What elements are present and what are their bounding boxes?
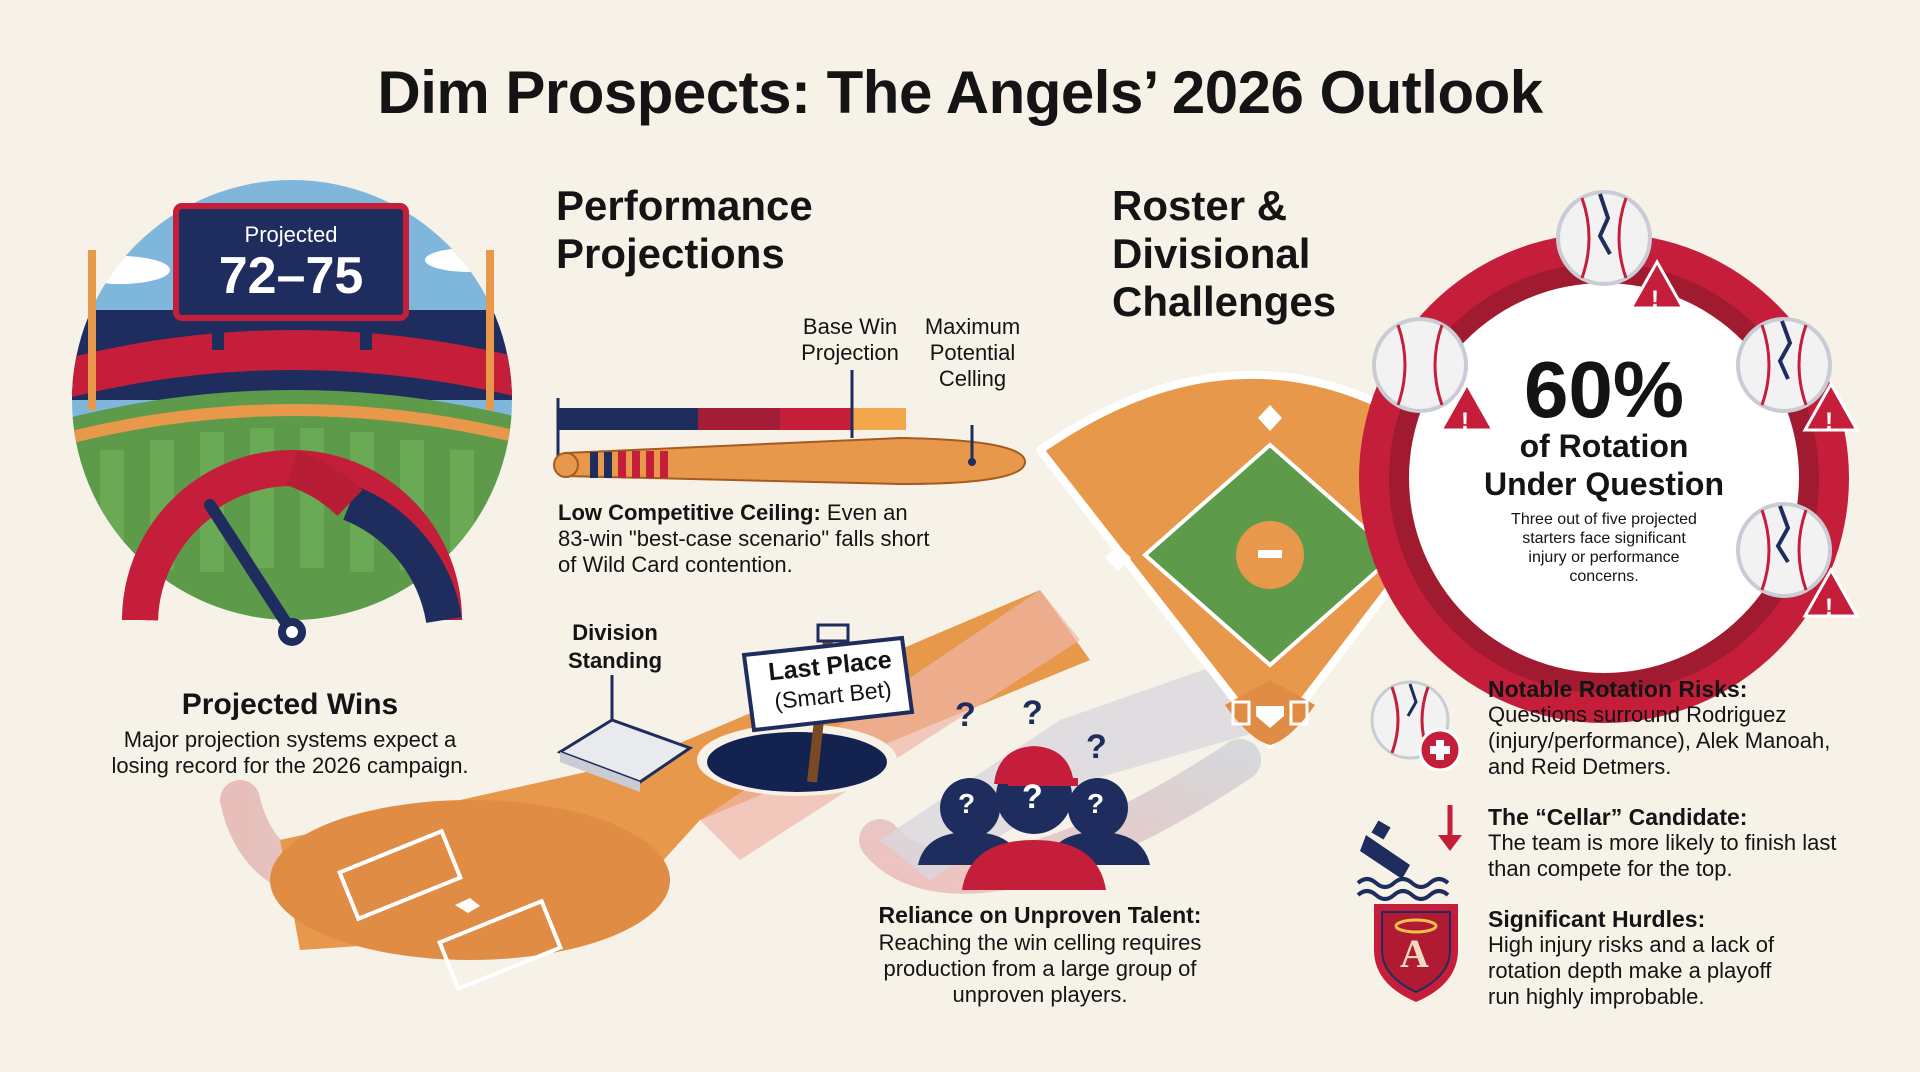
ceiling-line-3: of Wild Card contention. bbox=[558, 552, 793, 577]
division-label-line-1: Division bbox=[572, 620, 658, 645]
rotation-line-1: of Rotation bbox=[1519, 428, 1689, 464]
baseball-icon-1 bbox=[1556, 190, 1652, 286]
scoreboard-label: Projected bbox=[244, 222, 338, 247]
note-3-line-3: run highly improbable. bbox=[1488, 984, 1705, 1009]
projected-wins-heading: Projected Wins bbox=[181, 688, 399, 721]
gauge-needle bbox=[204, 499, 298, 638]
angels-logo-letter: A bbox=[1400, 931, 1429, 976]
scoreboard-value: 72–75 bbox=[218, 247, 364, 305]
rotation-sub-4: concerns. bbox=[1569, 568, 1639, 585]
projected-wins-line-1: Major projection systems expect a bbox=[123, 727, 457, 752]
unproven-line-1: Reaching the win celling requires bbox=[878, 930, 1202, 955]
page-title: Dim Prospects: The Angels’ 2026 Outlook bbox=[377, 59, 1543, 126]
right-foul-pole bbox=[486, 250, 494, 410]
unproven-players-icon bbox=[918, 746, 1150, 890]
unproven-heading: Reliance on Unproven Talent: bbox=[878, 902, 1202, 928]
note-3-heading: Significant Hurdles: bbox=[1488, 906, 1706, 932]
baseball-icon-4 bbox=[1736, 502, 1832, 598]
warning-icon-3 bbox=[1802, 380, 1860, 432]
division-label-line-2: Standing bbox=[567, 648, 663, 673]
warning-icon-2 bbox=[1438, 380, 1496, 432]
warning-mark-4: ! bbox=[1825, 594, 1833, 621]
rotation-sub-2: starters face significant bbox=[1522, 530, 1686, 547]
performance-heading-line-2: Projections bbox=[556, 230, 785, 277]
question-mark-2: ? bbox=[1022, 694, 1043, 732]
last-place-hole bbox=[697, 623, 915, 796]
ceiling-line-1: Low Competitive Ceiling: Even an bbox=[558, 500, 908, 526]
note-1-line-2: (injury/performance), Alek Manoah, bbox=[1488, 728, 1831, 753]
baseball-bat-icon bbox=[553, 425, 1027, 486]
roster-heading-line-1: Roster & bbox=[1112, 182, 1288, 229]
max-label-line-2: Potential bbox=[929, 340, 1016, 365]
ceiling-line-2: 83-win "best-case scenario" falls short bbox=[558, 526, 930, 551]
max-label-line-3: Celling bbox=[938, 366, 1007, 391]
unproven-line-2: production from a large group of bbox=[883, 956, 1197, 981]
max-label-line-1: Maximum bbox=[924, 314, 1021, 339]
base-label-line-1: Base Win bbox=[802, 314, 898, 339]
warning-mark-2: ! bbox=[1461, 408, 1469, 435]
question-mark-3: ? bbox=[1086, 728, 1107, 766]
scoreboard bbox=[173, 203, 409, 321]
note-3-line-1: High injury risks and a lack of bbox=[1488, 932, 1775, 957]
unproven-line-3: unproven players. bbox=[952, 982, 1128, 1007]
note-1-line-3: and Reid Detmers. bbox=[1488, 754, 1672, 779]
rotation-ring bbox=[1359, 233, 1849, 723]
warning-mark-3: ! bbox=[1825, 408, 1833, 435]
roster-heading-line-3: Challenges bbox=[1112, 278, 1337, 325]
note-3-line-2: rotation depth make a playoff bbox=[1488, 958, 1772, 983]
ceiling-bold: Low Competitive Ceiling: bbox=[558, 500, 821, 525]
warning-icon-4 bbox=[1802, 566, 1860, 618]
rotation-sub-1: Three out of five projected bbox=[1511, 511, 1697, 528]
roster-heading-line-2: Divisional bbox=[1112, 230, 1311, 277]
rotation-percent: 60% bbox=[1523, 345, 1685, 434]
performance-heading-line-1: Performance bbox=[556, 182, 813, 229]
rotation-line-2: Under Question bbox=[1483, 466, 1724, 502]
warning-mark-1: ! bbox=[1651, 286, 1659, 313]
projected-wins-line-2: losing record for the 2026 campaign. bbox=[111, 753, 469, 778]
angels-shield-icon bbox=[1374, 904, 1458, 1002]
rotation-sub-3: injury or performance bbox=[1528, 549, 1680, 566]
base-pad-icon bbox=[556, 675, 694, 792]
note-2-heading: The “Cellar” Candidate: bbox=[1488, 804, 1748, 830]
question-mark-5: ? bbox=[1022, 778, 1043, 816]
sinking-ship-icon bbox=[1356, 805, 1462, 901]
note-2-line-1: The team is more likely to finish last bbox=[1488, 830, 1837, 855]
note-1-line-1: Questions surround Rodriguez bbox=[1488, 702, 1787, 727]
batter-box-diagram bbox=[270, 800, 670, 992]
win-gauge bbox=[122, 450, 462, 646]
baseball-icon-3 bbox=[1736, 317, 1832, 413]
base-label-line-2: Projection bbox=[801, 340, 899, 365]
question-mark-4: ? bbox=[958, 788, 976, 819]
note-1-heading: Notable Rotation Risks: bbox=[1488, 676, 1748, 702]
warning-icon-1 bbox=[1628, 258, 1686, 310]
baseball-icon-2 bbox=[1372, 317, 1468, 413]
injured-baseball-icon bbox=[1370, 680, 1462, 772]
question-mark-6: ? bbox=[1087, 788, 1105, 819]
left-foul-pole bbox=[88, 250, 96, 410]
question-mark-1: ? bbox=[955, 696, 976, 734]
ceiling-text-1: Even an bbox=[820, 500, 908, 525]
note-2-line-2: than compete for the top. bbox=[1488, 856, 1733, 881]
